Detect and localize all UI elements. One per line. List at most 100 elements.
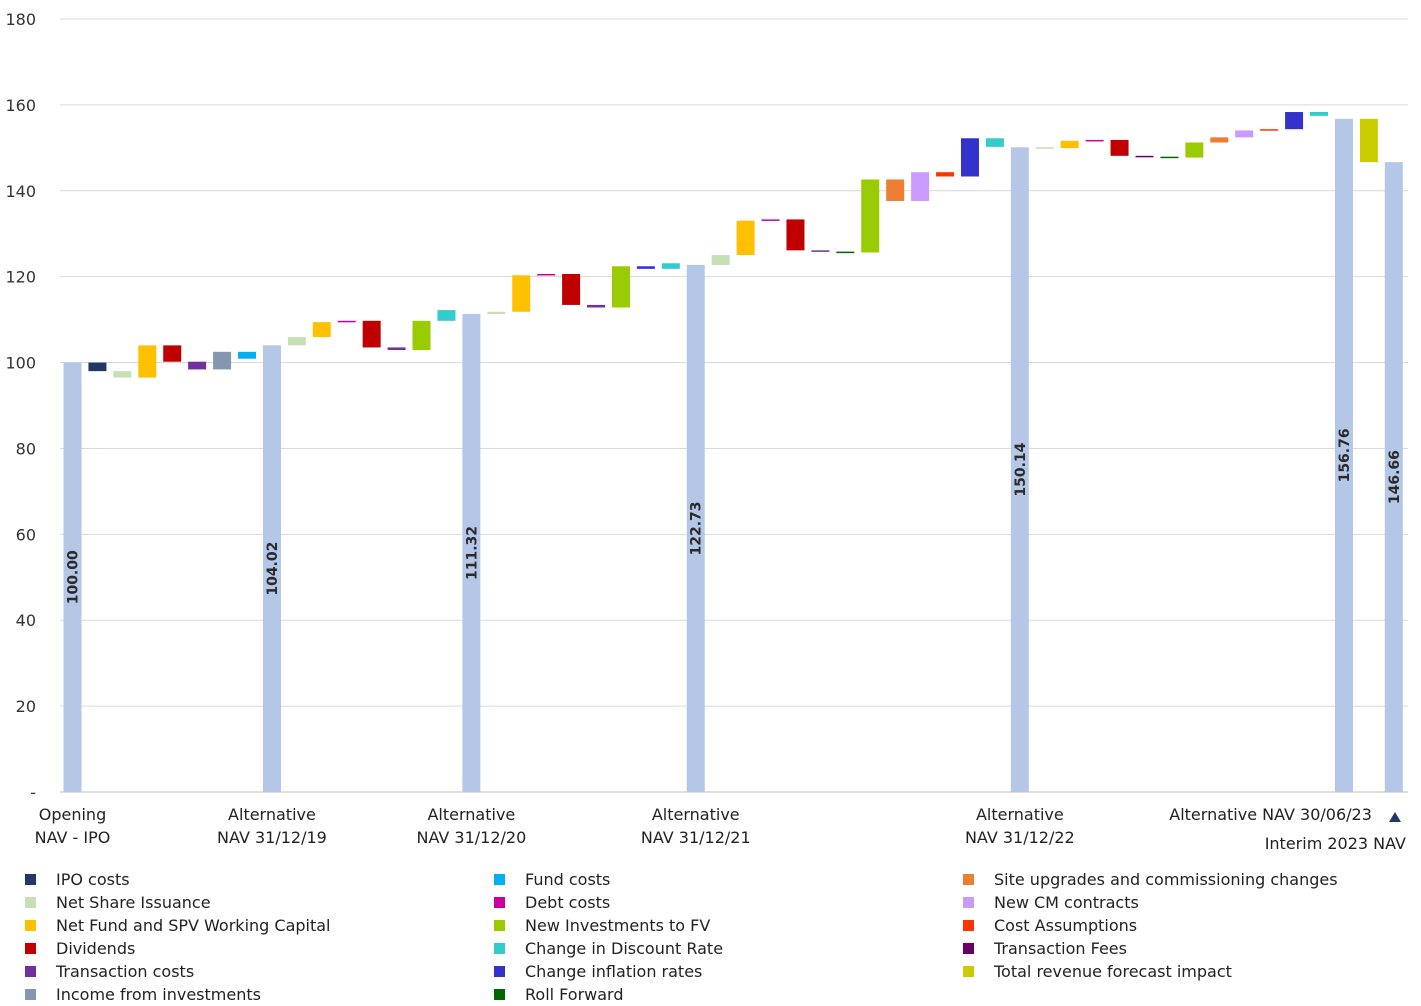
y-tick-label: 40 <box>16 611 36 630</box>
delta-bar <box>1035 147 1054 149</box>
y-tick-label: 80 <box>16 439 36 458</box>
delta-bar <box>337 320 356 323</box>
total-bar <box>462 313 481 792</box>
legend-swatch <box>494 920 505 931</box>
legend-item: Transaction costs <box>25 960 194 983</box>
delta-bar <box>587 304 606 308</box>
y-tick-label: 140 <box>5 182 36 201</box>
delta-bar <box>960 138 979 177</box>
total-bar <box>686 264 705 792</box>
legend-item: Change in Discount Rate <box>494 937 723 960</box>
legend-label: Dividends <box>56 939 136 958</box>
delta-bar <box>911 172 930 201</box>
delta-bar <box>213 351 232 370</box>
delta-bar <box>1060 140 1079 149</box>
y-tick-label: 20 <box>16 697 36 716</box>
delta-bar <box>163 345 182 362</box>
delta-bar <box>1285 112 1304 130</box>
delta-bar <box>88 362 107 372</box>
legend-swatch <box>494 897 505 908</box>
legend-label: Change in Discount Rate <box>525 939 724 958</box>
category-label: Alternative NAV 31/12/19 <box>217 805 327 847</box>
delta-bar <box>437 310 456 321</box>
legend-swatch <box>494 874 505 885</box>
total-bar <box>1334 118 1353 793</box>
legend-swatch <box>963 897 974 908</box>
delta-bar <box>1185 142 1204 158</box>
legend-item: Net Share Issuance <box>25 891 211 914</box>
delta-bar <box>761 219 780 221</box>
data-label: 111.32 <box>464 526 480 580</box>
legend-item: New Investments to FV <box>494 914 710 937</box>
delta-bar <box>138 345 157 378</box>
legend-item: New CM contracts <box>963 891 1139 914</box>
data-label: 100.00 <box>66 550 82 604</box>
legend-item: Fund costs <box>494 868 610 891</box>
legend-swatch <box>494 966 505 977</box>
delta-bar <box>985 138 1004 147</box>
legend-swatch <box>494 989 505 1000</box>
legend-item: Income from investments <box>25 983 261 1006</box>
legend-item: Dividends <box>25 937 135 960</box>
delta-bar <box>936 172 955 177</box>
legend-swatch <box>963 874 974 885</box>
delta-bar <box>811 250 830 252</box>
data-label: 104.02 <box>265 542 281 596</box>
delta-bar <box>1135 155 1154 158</box>
data-label: 122.73 <box>689 501 705 555</box>
category-label: Alternative NAV 31/12/22 <box>965 805 1075 847</box>
legend-item: Change inflation rates <box>494 960 702 983</box>
delta-bar <box>487 311 506 314</box>
legend-swatch <box>963 943 974 954</box>
category-label: Alternative NAV 31/12/20 <box>416 805 526 847</box>
legend-item: IPO costs <box>25 868 130 891</box>
legend-label: Income from investments <box>56 985 261 1004</box>
legend-item: Total revenue forecast impact <box>963 960 1232 983</box>
category-label: Opening NAV - IPO <box>35 805 111 847</box>
legend-swatch <box>25 966 36 977</box>
legend-label: Roll Forward <box>525 985 624 1004</box>
delta-bar <box>836 251 855 254</box>
legend-label: Change inflation rates <box>525 962 703 981</box>
delta-bar <box>1110 139 1129 156</box>
delta-bar <box>711 255 730 265</box>
delta-bar <box>362 320 381 348</box>
legend-item: Debt costs <box>494 891 610 914</box>
y-tick-label: 160 <box>5 96 36 115</box>
legend-label: New CM contracts <box>994 893 1139 912</box>
y-tick-label: 60 <box>16 525 36 544</box>
delta-bar <box>786 219 805 251</box>
bars: 100.00 104.02 111.32 122.73 150.14 156.76 146.… <box>63 112 1403 793</box>
data-label: 146.66 <box>1387 450 1403 504</box>
legend-swatch <box>963 966 974 977</box>
y-tick-label: 180 <box>5 10 36 29</box>
legend-item: Transaction Fees <box>963 937 1127 960</box>
legend-label: Net Share Issuance <box>56 893 211 912</box>
legend-label: Debt costs <box>525 893 611 912</box>
category-label: Alternative NAV 31/12/21 <box>641 805 751 847</box>
y-tick-label: - <box>30 783 36 802</box>
legend-label: Cost Assumptions <box>994 916 1138 935</box>
delta-bar <box>412 320 431 351</box>
delta-bar <box>1235 130 1254 138</box>
legend-swatch <box>25 874 36 885</box>
legend-label: New Investments to FV <box>525 916 711 935</box>
gridlines <box>60 18 1408 793</box>
y-axis: - 20 40 60 80 100 120 140 160 180 <box>5 10 36 802</box>
total-bar <box>262 345 281 792</box>
delta-bar <box>736 220 755 256</box>
delta-bar <box>886 179 905 201</box>
delta-bar <box>287 337 306 346</box>
delta-bar <box>611 266 630 308</box>
legend-item: Site upgrades and commissioning changes <box>963 868 1338 891</box>
legend-swatch <box>494 943 505 954</box>
delta-bar <box>562 274 581 305</box>
delta-bar <box>1359 118 1378 163</box>
data-label: 156.76 <box>1337 428 1353 482</box>
x-axis: Opening NAV - IPO Alternative NAV 31/12/19 A… <box>35 805 1406 853</box>
delta-bar <box>512 275 531 312</box>
y-tick-label: 100 <box>5 354 36 373</box>
triangle-marker-icon <box>1389 812 1401 822</box>
total-bar <box>63 362 82 792</box>
data-label: 150.14 <box>1013 442 1029 496</box>
